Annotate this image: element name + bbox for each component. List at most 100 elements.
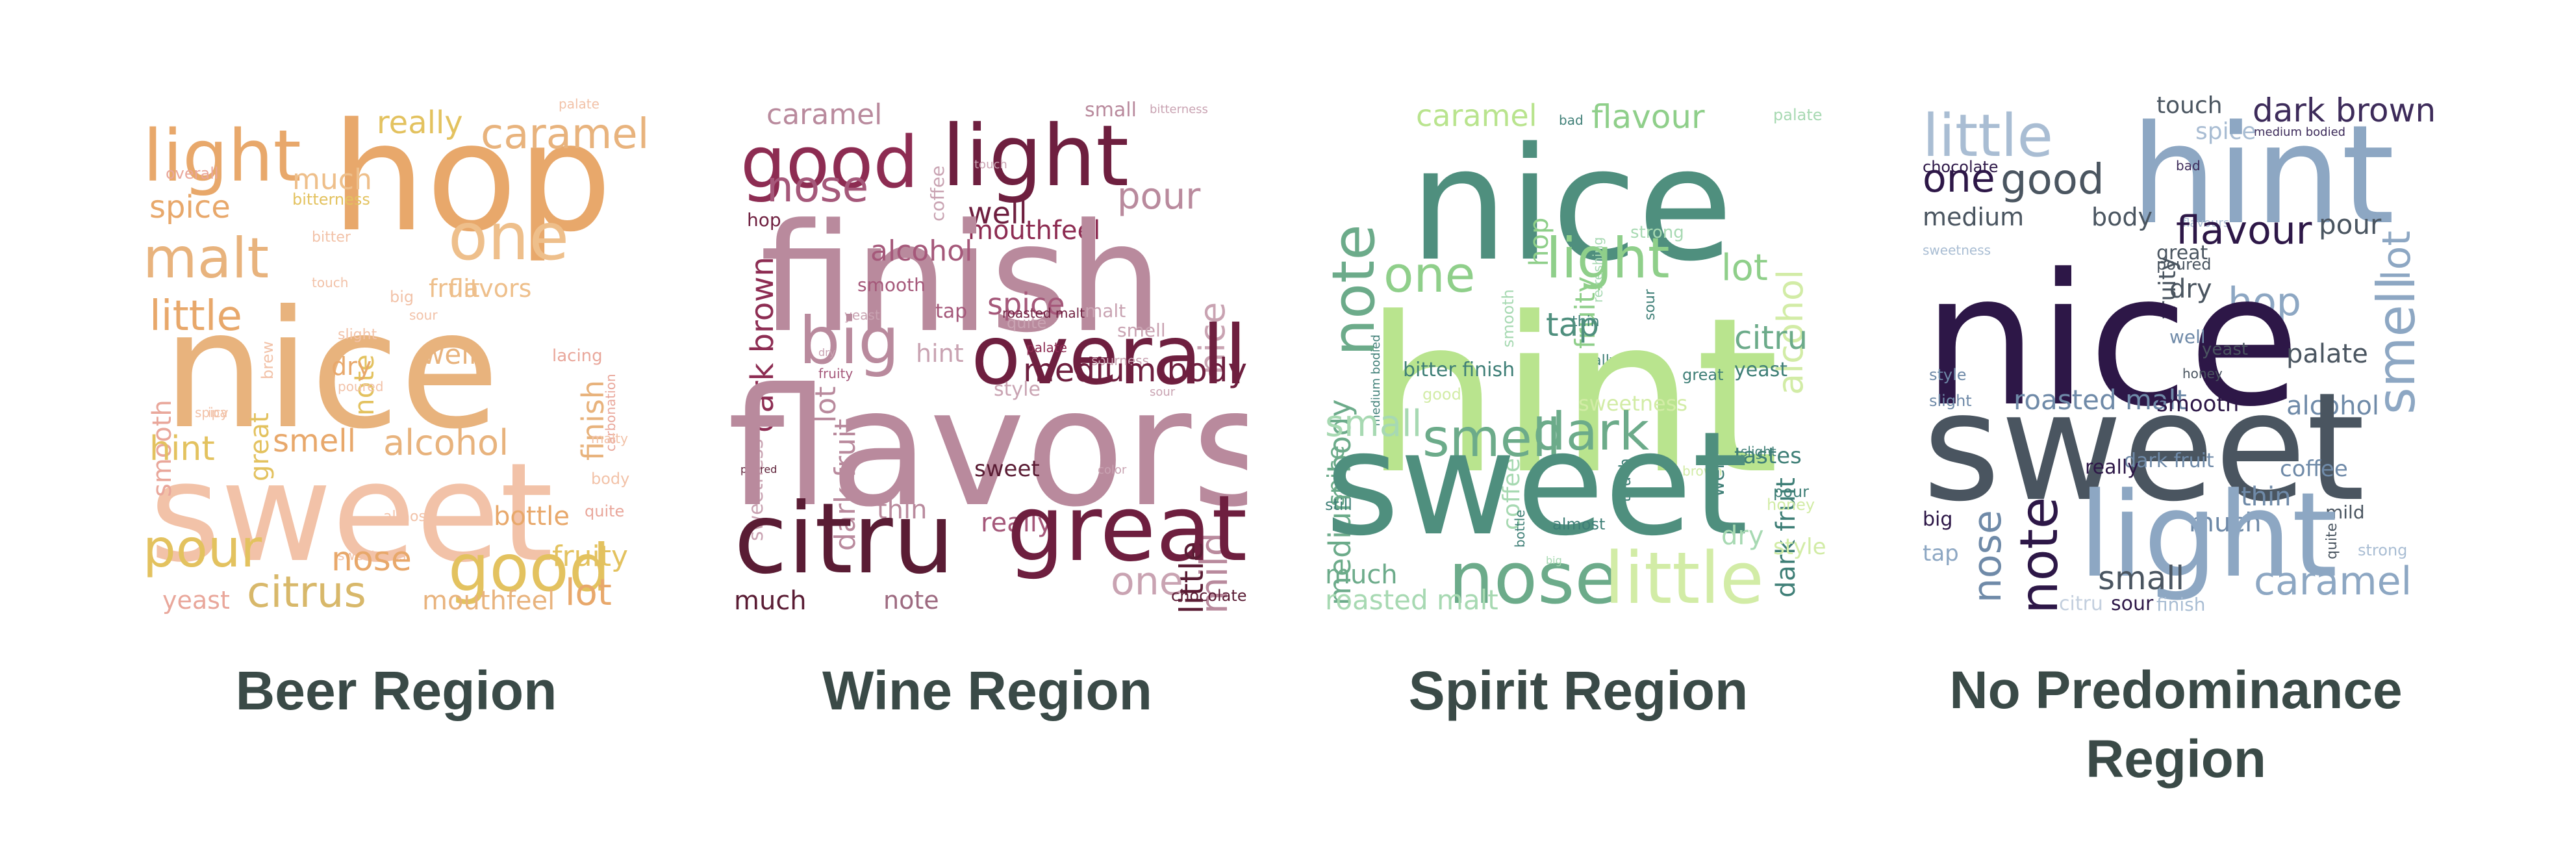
cloud-word: caramel: [1416, 98, 1537, 133]
cloud-word: caramel: [2254, 559, 2412, 604]
cloud-word: smell: [1117, 320, 1166, 341]
cloud-word: palate: [1026, 340, 1067, 355]
cloud-word: touch: [2156, 94, 2223, 119]
cloud-word: little: [1604, 537, 1764, 614]
cloud-word: roasted malt: [2014, 384, 2187, 416]
cloud-word: honey: [1767, 496, 1815, 514]
cloud-word: slight: [338, 327, 377, 343]
cloud-word: citrus: [247, 567, 366, 614]
cloud-word: slight: [1741, 444, 1776, 459]
cloud-word: alcohol: [870, 235, 973, 268]
cloud-word: small: [1325, 403, 1422, 445]
cloud-word: bitter finish: [1403, 359, 1515, 381]
cloud-word: sweetness: [1578, 391, 1688, 416]
cloud-word: strong: [2358, 541, 2408, 559]
cloud-word: dry: [331, 352, 372, 381]
cloud-word: nice: [1409, 114, 1734, 296]
cloud-word: yeast: [162, 586, 230, 614]
cloud-word: medium bodied: [2254, 125, 2346, 139]
cloud-word: fruity: [818, 366, 853, 381]
cloud-word: slight: [1929, 392, 1972, 410]
cloud-word: hop: [747, 209, 781, 231]
cloud-word: chocolate: [1171, 587, 1247, 605]
cloud-word: alcohol: [383, 422, 509, 463]
cloud-word: quite: [2324, 522, 2340, 559]
cloud-word: sweetness: [338, 548, 407, 563]
cloud-word: well: [968, 196, 1028, 231]
cloud-word: pour: [2319, 209, 2382, 240]
cloud-word: fruit: [429, 274, 480, 303]
cloud-word: lot: [1721, 247, 1768, 289]
cloud-word: really: [1578, 353, 1618, 369]
beer-region-panel: hop nice sweet light caramel really palate over…: [136, 0, 708, 853]
no-predominance-word-cloud: touch dark brown little spice medium bodied h…: [1916, 94, 2436, 614]
cloud-word: one: [1923, 156, 1995, 201]
cloud-word: malty: [591, 431, 628, 446]
cloud-word: light: [942, 107, 1130, 205]
cloud-word: flavors: [448, 274, 532, 303]
cloud-word: mouthfeel: [968, 216, 1101, 246]
cloud-word: great: [245, 413, 275, 481]
cloud-word: big: [799, 303, 900, 379]
cloud-word: little: [149, 292, 242, 340]
cloud-word: yeast: [2202, 340, 2249, 359]
cloud-word: sweet: [974, 456, 1040, 482]
cloud-word: much: [1325, 560, 1398, 590]
cloud-word: tap: [935, 300, 968, 323]
cloud-word: good: [740, 121, 919, 204]
cloud-word: dry: [818, 346, 836, 359]
cloud-word: citru: [734, 483, 955, 596]
wine-region-caption: Wine Region: [822, 660, 1152, 721]
cloud-word: overall: [166, 164, 219, 183]
cloud-word: quite: [1007, 314, 1047, 332]
cloud-word: fruity: [552, 540, 628, 573]
cloud-word: brown: [1682, 463, 1723, 479]
cloud-word: smell: [273, 423, 356, 459]
cloud-word: color: [1098, 463, 1127, 477]
cloud-word: pour: [1117, 175, 1201, 218]
cloud-word: much: [734, 586, 807, 614]
cloud-word: coffee: [2280, 456, 2348, 482]
cloud-word: roasted malt: [1002, 305, 1085, 321]
cloud-word: finish: [2156, 594, 2206, 614]
cloud-word: well: [2169, 326, 2206, 348]
cloud-word: bad: [1559, 112, 1584, 128]
cloud-word: nose: [331, 540, 412, 579]
cloud-word: yeast: [844, 307, 880, 323]
cloud-word: flavour: [2176, 208, 2312, 253]
no-predominance-region-panel: touch dark brown little spice medium bodied h…: [1916, 0, 2488, 853]
cloud-word: medium body: [1023, 351, 1247, 389]
cloud-word: nose: [1965, 510, 2010, 603]
cloud-word: well: [422, 338, 477, 370]
cloud-word: good: [448, 530, 611, 606]
cloud-word: touch: [974, 158, 1007, 172]
cloud-word: almost: [383, 509, 432, 525]
cloud-word: mild: [2325, 502, 2365, 523]
cloud-word: spice: [149, 189, 231, 225]
cloud-word: spice: [987, 286, 1065, 322]
cloud-word: dry: [1721, 521, 1764, 551]
cloud-word: spice: [2195, 118, 2256, 145]
cloud-word: brew: [259, 341, 277, 379]
cloud-word: hint: [1364, 272, 1780, 521]
cloud-word: overall: [971, 309, 1247, 403]
cloud-word: hint: [916, 339, 964, 368]
cloud-word: flavour: [1591, 98, 1705, 136]
cloud-word: thin: [2241, 482, 2292, 512]
cloud-word: flavours: [2182, 216, 2230, 230]
cloud-word: smell: [1422, 408, 1561, 468]
spirit-region-panel: note caramel bad flavour palate medium body ni…: [1319, 0, 1890, 853]
cloud-word: yeast: [1734, 359, 1787, 381]
cloud-word: flavors: [727, 353, 1247, 542]
cloud-word: big: [1923, 508, 1953, 531]
cloud-word: poured: [338, 379, 384, 394]
cloud-word: still: [1325, 496, 1352, 514]
cloud-word: citru: [1734, 319, 1808, 357]
cloud-word: alcohol: [2286, 391, 2380, 421]
spirit-word-cloud: note caramel bad flavour palate medium body ni…: [1319, 94, 1838, 614]
cloud-word: much: [292, 163, 372, 196]
cloud-word: lacing: [552, 346, 603, 366]
cloud-word: sourness: [1091, 353, 1150, 368]
cloud-word: bottle: [494, 502, 570, 531]
cloud-word: nice: [162, 275, 500, 465]
